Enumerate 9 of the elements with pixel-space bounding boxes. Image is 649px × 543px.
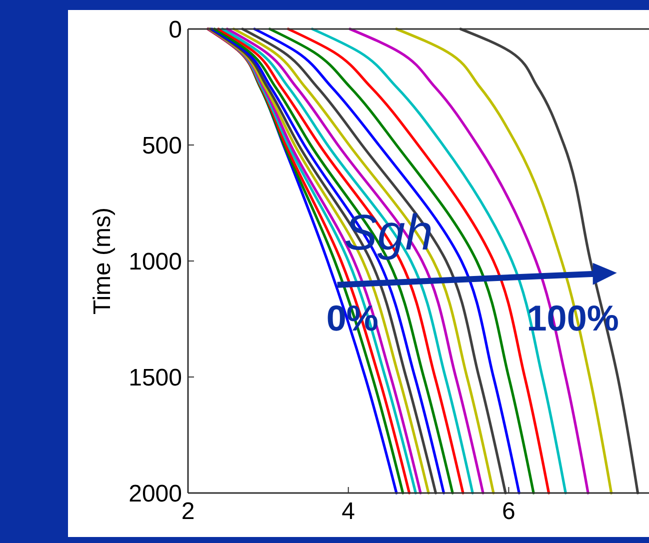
y-tick-label: 2000 <box>128 480 182 508</box>
y-axis-title: Time (ms) <box>89 207 116 315</box>
y-tick-label: 500 <box>142 132 182 160</box>
y-tick-label: 0 <box>168 16 182 44</box>
y-tick-label: 1500 <box>128 364 182 392</box>
y-tick-label: 1000 <box>128 248 182 276</box>
x-tick-label: 2 <box>181 498 195 525</box>
x-tick-label: 6 <box>502 498 516 525</box>
x-tick-label: 4 <box>342 498 356 525</box>
